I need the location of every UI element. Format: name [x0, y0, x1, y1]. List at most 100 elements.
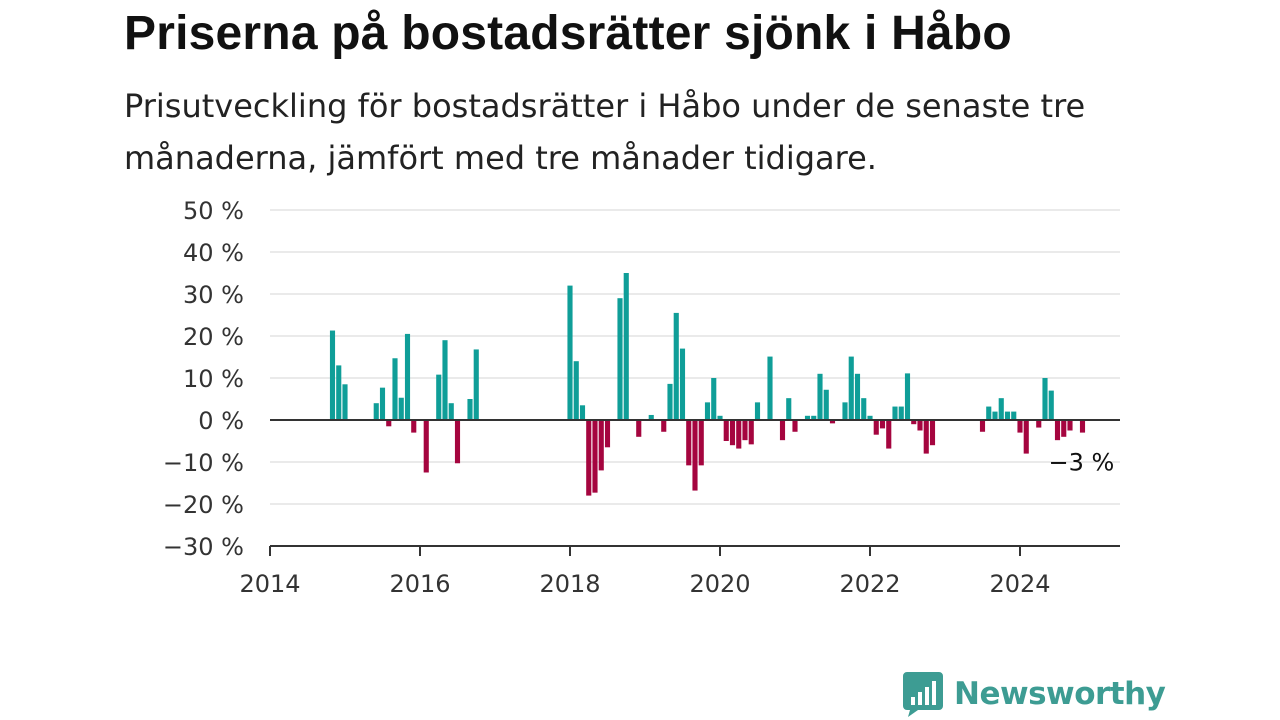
- bar: [1036, 420, 1042, 428]
- bar: [711, 378, 717, 420]
- x-tick-label: 2024: [989, 570, 1050, 598]
- bar: [842, 402, 848, 420]
- bar: [692, 420, 698, 491]
- bar: [886, 420, 892, 449]
- bar: [929, 420, 936, 446]
- y-tick-label: 30 %: [183, 281, 244, 309]
- bar: [667, 383, 673, 420]
- bar: [386, 420, 392, 427]
- bar: [848, 356, 854, 420]
- bar: [804, 415, 811, 420]
- bar: [979, 420, 986, 432]
- bar: [829, 420, 836, 424]
- bar: [617, 298, 623, 420]
- bar: [892, 406, 898, 420]
- bar: [379, 387, 386, 420]
- y-tick-label: 40 %: [183, 239, 244, 267]
- bar: [1023, 420, 1029, 454]
- bar: [917, 420, 923, 431]
- bar: [923, 420, 929, 454]
- bars: [329, 273, 1086, 496]
- bar: [448, 403, 454, 420]
- bar: [661, 420, 667, 432]
- bar: [1079, 420, 1086, 433]
- bar: [1061, 420, 1067, 437]
- bar: [698, 420, 704, 466]
- bar: [723, 420, 729, 441]
- bar-chart: 50 % 40 % 30 % 20 % 10 % 0 % −10 % −20 % −30 % 2…: [163, 197, 1120, 598]
- bar: [811, 415, 817, 420]
- y-tick-label: 20 %: [183, 323, 244, 351]
- bar: [342, 384, 348, 420]
- bar-chart-speech-bubble-icon: [903, 672, 943, 717]
- gridlines: [270, 209, 1120, 505]
- bar: [779, 420, 786, 441]
- newsworthy-logo: Newsworthy: [902, 670, 1166, 718]
- x-tick-label: 2014: [239, 570, 300, 598]
- bar: [673, 312, 679, 420]
- x-tick-label: 2018: [539, 570, 600, 598]
- bar: [1042, 378, 1048, 420]
- bar: [1048, 390, 1054, 420]
- bar: [567, 285, 573, 420]
- last-value-label: −3 %: [1049, 449, 1115, 477]
- bar: [823, 389, 829, 420]
- y-axis-tick-labels: 50 % 40 % 30 % 20 % 10 % 0 % −10 % −20 % −30 %: [163, 197, 244, 561]
- bar: [911, 420, 917, 425]
- x-tick-label: 2022: [839, 570, 900, 598]
- annotations: −3 %: [1049, 449, 1115, 477]
- bar: [336, 365, 342, 420]
- y-tick-label: −20 %: [163, 491, 244, 519]
- bar: [904, 373, 911, 420]
- bar: [398, 397, 404, 420]
- bar: [604, 420, 611, 448]
- bar: [648, 414, 654, 420]
- bar: [423, 420, 429, 473]
- bar: [879, 420, 886, 429]
- bar: [1004, 411, 1011, 420]
- bar: [854, 373, 861, 420]
- bar: [861, 398, 867, 420]
- bar: [573, 361, 579, 420]
- y-tick-label: 50 %: [183, 197, 244, 225]
- bar: [742, 420, 748, 441]
- bar: [998, 398, 1004, 420]
- bar: [436, 374, 442, 420]
- bar: [373, 403, 379, 420]
- bar: [704, 402, 711, 420]
- bar: [1011, 411, 1017, 420]
- bar: [817, 373, 823, 420]
- bar: [442, 340, 448, 420]
- bar: [404, 333, 411, 420]
- bar: [873, 420, 879, 435]
- bar: [1067, 420, 1073, 431]
- bar: [1054, 420, 1061, 441]
- bar: [867, 415, 873, 420]
- bar: [411, 420, 417, 433]
- brand-name: Newsworthy: [954, 676, 1166, 712]
- bar: [729, 420, 736, 446]
- bar: [992, 411, 998, 420]
- y-tick-label: −30 %: [163, 533, 244, 561]
- bar: [392, 358, 398, 420]
- axes: [270, 419, 1120, 547]
- x-axis-tick-labels: 2014 2016 2018 2020 2022 2024: [239, 546, 1051, 598]
- y-tick-label: −10 %: [163, 449, 244, 477]
- bar: [792, 420, 798, 432]
- chart-title: Priserna på bostadsrätter sjönk i Håbo: [124, 7, 1012, 60]
- bar: [767, 356, 773, 420]
- bar: [598, 420, 604, 471]
- bar: [636, 420, 642, 437]
- bar: [786, 398, 792, 420]
- bar: [586, 420, 592, 496]
- bar: [473, 349, 479, 420]
- bar: [717, 415, 723, 420]
- y-tick-label: 10 %: [183, 365, 244, 393]
- bar: [986, 406, 992, 420]
- bar: [454, 420, 461, 464]
- bar: [754, 402, 761, 420]
- bar: [736, 420, 742, 449]
- bar: [686, 420, 692, 466]
- bar: [898, 406, 904, 420]
- bar: [679, 348, 686, 420]
